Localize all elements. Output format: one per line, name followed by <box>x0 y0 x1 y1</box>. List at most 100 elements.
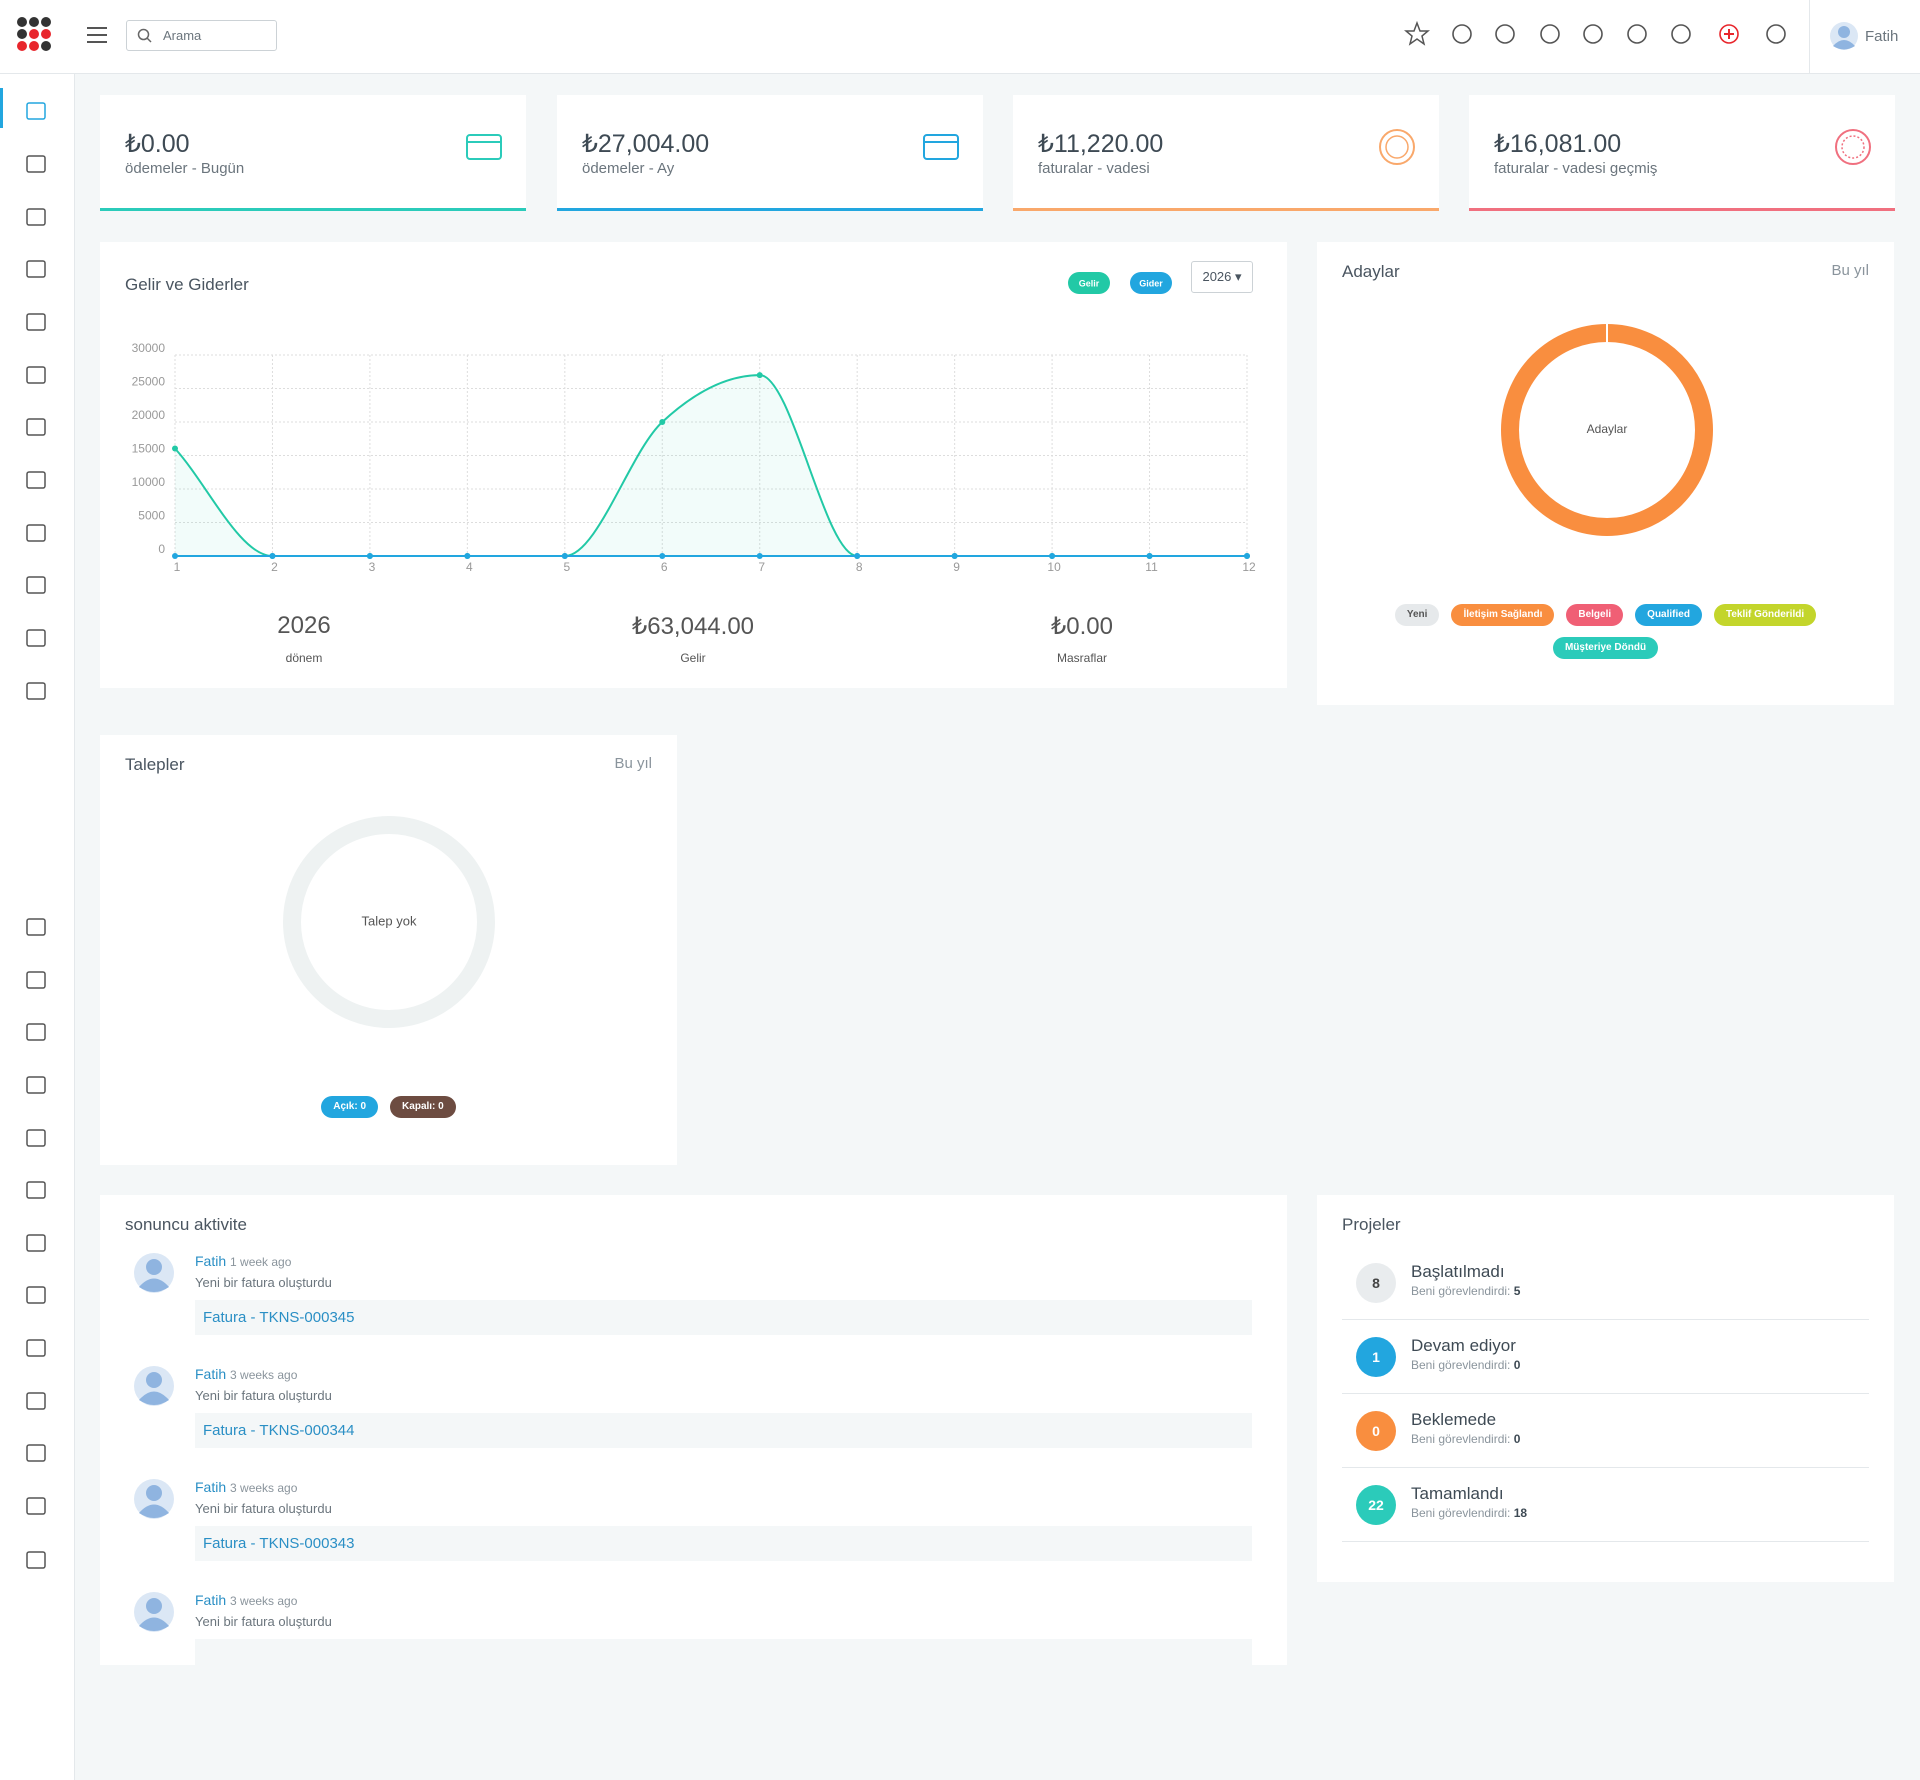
status-pill[interactable]: Açık: 0 <box>321 1096 379 1118</box>
top-icon[interactable] <box>1624 21 1650 47</box>
summary-value: ₺63,044.00 <box>631 613 755 640</box>
menu-toggle[interactable] <box>86 25 108 45</box>
activity-box <box>195 1639 1252 1665</box>
sidebar-icon[interactable] <box>24 1283 48 1307</box>
top-icon[interactable] <box>1716 21 1742 47</box>
icon-shape <box>26 1551 46 1569</box>
sidebar-icon[interactable] <box>24 257 48 281</box>
sidebar-icon[interactable] <box>24 1441 48 1465</box>
activity-user[interactable]: Fatih <box>195 1479 227 1495</box>
sidebar-icon[interactable] <box>24 626 48 650</box>
status-pill[interactable]: Müşteriye Döndü <box>1552 637 1659 659</box>
top-icon[interactable] <box>1580 21 1606 47</box>
sidebar-icon[interactable] <box>24 310 48 334</box>
sidebar-icon[interactable] <box>24 1494 48 1518</box>
top-icon[interactable] <box>1449 21 1475 47</box>
sidebar-icon[interactable] <box>24 915 48 939</box>
logo[interactable] <box>16 16 60 60</box>
sidebar-icon[interactable] <box>24 205 48 229</box>
icon-shape <box>26 682 46 700</box>
sidebar-icon[interactable] <box>24 1548 48 1572</box>
legend-pill[interactable] <box>1130 272 1172 294</box>
stat-label: faturalar - vadesi <box>1038 160 1150 177</box>
stat-label: ödemeler - Ay <box>582 160 675 177</box>
sidebar-icon[interactable] <box>24 521 48 545</box>
project-name[interactable]: Tamamlandı <box>1411 1484 1504 1503</box>
sidebar-icon[interactable] <box>24 968 48 992</box>
sidebar-icon[interactable] <box>24 1020 48 1044</box>
user-name[interactable]: Fatih <box>1865 28 1899 45</box>
y-tick-label: 25000 <box>132 375 166 389</box>
chart-title: Gelir ve Giderler <box>125 275 249 294</box>
x-tick-label: 9 <box>953 560 960 574</box>
stat-amount: ₺16,081.00 <box>1494 130 1622 158</box>
icon-shape <box>1540 24 1560 44</box>
sidebar-icon[interactable] <box>24 99 48 123</box>
top-icon[interactable] <box>1404 21 1430 47</box>
summary-label: dönem <box>285 651 323 665</box>
icon-shape <box>466 134 502 160</box>
year-select[interactable]: 2026 ▾ <box>1191 261 1253 293</box>
status-pill[interactable]: İletişim Sağlandı <box>1451 604 1555 626</box>
avatar-head <box>146 1259 162 1275</box>
activity-link[interactable]: Fatura - TKNS-000345 <box>203 1309 355 1326</box>
assigned-label: Beni görevlendirdi: <box>1411 1432 1511 1446</box>
status-pill[interactable]: Qualified <box>1635 604 1702 626</box>
top-icon[interactable] <box>1537 21 1563 47</box>
sidebar-icon[interactable] <box>24 468 48 492</box>
icon-shape <box>1671 24 1691 44</box>
activity-user[interactable]: Fatih <box>195 1253 227 1269</box>
point <box>172 553 178 559</box>
projects-title: Projeler <box>1342 1215 1401 1234</box>
status-pill[interactable]: Yeni <box>1394 604 1440 626</box>
icon-shape <box>26 1023 46 1041</box>
project-count: 22 <box>1356 1485 1396 1525</box>
point <box>366 553 373 559</box>
sidebar-icon[interactable] <box>24 573 48 597</box>
point <box>659 419 666 425</box>
stat-amount: ₺27,004.00 <box>582 130 710 158</box>
status-pill[interactable]: Belgeli <box>1566 604 1624 626</box>
activity-link[interactable]: Fatura - TKNS-000344 <box>203 1422 355 1439</box>
sidebar-icon[interactable] <box>24 1336 48 1360</box>
sidebar-icon[interactable] <box>24 1389 48 1413</box>
leads-donut: Adaylar <box>1501 324 1713 536</box>
activity-time: 1 week ago <box>230 1255 292 1269</box>
sidebar-icon[interactable] <box>24 152 48 176</box>
x-tick-label: 10 <box>1047 560 1061 574</box>
status-pill[interactable]: Teklif Gönderildi <box>1713 604 1817 626</box>
point <box>561 553 568 559</box>
stat-bar <box>1469 208 1895 211</box>
project-count: 1 <box>1356 1337 1396 1377</box>
icon-shape <box>26 1129 46 1147</box>
chart-panel: Gelir ve Giderler 2026 ▾ 0 5000 10000 15000… <box>100 242 1287 688</box>
top-icon[interactable] <box>1492 21 1518 47</box>
status-pill[interactable]: Kapalı: 0 <box>390 1096 456 1118</box>
sidebar-icon[interactable] <box>24 1178 48 1202</box>
project-name[interactable]: Başlatılmadı <box>1411 1262 1505 1281</box>
sidebar-icon[interactable] <box>24 1073 48 1097</box>
x-tick-label: 12 <box>1242 560 1256 574</box>
sidebar-icon[interactable] <box>24 679 48 703</box>
sidebar-icon[interactable] <box>24 363 48 387</box>
project-name[interactable]: Devam ediyor <box>1411 1336 1516 1355</box>
summary-label: Gelir <box>680 651 706 665</box>
user-avatar[interactable] <box>1829 21 1859 51</box>
project-count: 0 <box>1356 1411 1396 1451</box>
activity-link[interactable]: Fatura - TKNS-000343 <box>203 1535 355 1552</box>
avatar-body <box>139 1617 169 1631</box>
leads-legend: Yeni İletişim Sağlandı Belgeli Qualified Tek… <box>1377 604 1834 670</box>
assigned-count: 5 <box>1513 1284 1521 1298</box>
legend-pill[interactable] <box>1068 272 1110 294</box>
sidebar-icon[interactable] <box>24 1231 48 1255</box>
project-name[interactable]: Beklemede <box>1411 1410 1497 1429</box>
top-icon[interactable] <box>1668 21 1694 47</box>
leads-center: Adaylar <box>1587 422 1628 436</box>
top-icon[interactable] <box>1763 21 1789 47</box>
sidebar-icon[interactable] <box>24 415 48 439</box>
search-box[interactable]: Arama <box>126 20 277 51</box>
icon-shape <box>1452 24 1472 44</box>
activity-user[interactable]: Fatih <box>195 1592 227 1608</box>
activity-user[interactable]: Fatih <box>195 1366 227 1382</box>
sidebar-icon[interactable] <box>24 1126 48 1150</box>
